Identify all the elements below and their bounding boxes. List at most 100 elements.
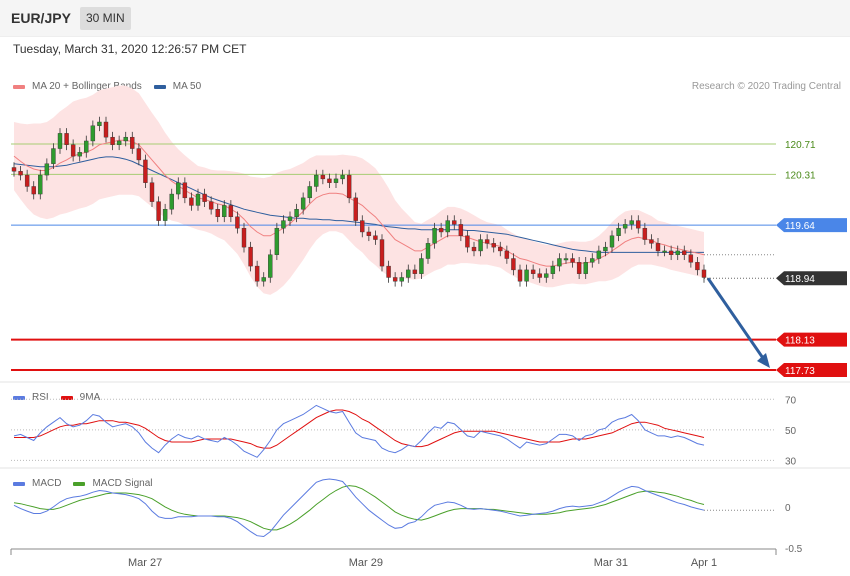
forecast-arrow-head <box>757 353 770 368</box>
candle-body <box>123 136 128 142</box>
macd-signal-line <box>13 485 705 531</box>
candle-body <box>432 227 437 244</box>
price-legend: MA 20 + Bollinger Bands MA 50 <box>13 81 213 92</box>
candle-body <box>136 148 142 161</box>
level-tag-118.13 <box>776 332 847 347</box>
candle-body <box>675 250 680 255</box>
level-label-119.64: 119.64 <box>785 221 815 232</box>
candle-body <box>353 197 358 221</box>
level-label-118.13: 118.13 <box>785 336 815 347</box>
candle-body <box>399 277 404 282</box>
candle-body <box>254 265 260 282</box>
chart-header: EUR/JPY 30 MIN <box>0 0 850 37</box>
candle-body <box>445 220 450 233</box>
macd-signal-swatch <box>73 481 86 486</box>
legend-macd-signal: MACD Signal <box>73 478 152 489</box>
candle-body <box>24 174 30 187</box>
candle-body <box>327 178 332 183</box>
legend-macd: MACD <box>13 478 61 489</box>
candle-body <box>202 193 207 202</box>
candle-body <box>333 178 339 183</box>
candle-body <box>149 182 155 202</box>
macd-tick--0.5: -0.5 <box>785 544 803 555</box>
candle-body <box>419 258 424 274</box>
candle-body <box>695 262 700 271</box>
candle-body <box>609 235 615 248</box>
rsi-tick-30: 30 <box>785 456 797 467</box>
candle-body <box>261 277 266 282</box>
candle-body <box>530 269 536 274</box>
candle-body <box>570 258 575 263</box>
rsi-ma-line <box>14 409 705 449</box>
ma20-swatch <box>13 84 25 89</box>
macd-legend: MACD MACD Signal <box>13 478 164 489</box>
level-tag-117.73 <box>776 363 847 377</box>
candle-body <box>576 262 582 274</box>
candle-body <box>425 243 431 259</box>
candle-body <box>281 220 286 229</box>
candle-body <box>268 254 273 278</box>
candle-body <box>392 277 398 282</box>
candle-body <box>484 239 490 244</box>
candle-body <box>491 243 496 248</box>
candle-body <box>84 140 89 153</box>
candle-body <box>241 227 247 248</box>
candle-body <box>668 250 674 255</box>
candle-body <box>208 201 214 210</box>
candle-body <box>688 254 694 263</box>
candle-body <box>629 220 634 225</box>
candle-body <box>31 186 36 195</box>
macd-tick-0: 0 <box>785 503 791 514</box>
candle-body <box>478 239 483 252</box>
candle-body <box>182 182 188 199</box>
x-tick-label: Mar 27 <box>128 557 162 569</box>
candle-body <box>557 258 562 267</box>
candle-body <box>655 243 661 252</box>
level-label-120.71: 120.71 <box>785 140 816 151</box>
ma20-line <box>13 139 705 267</box>
candle-body <box>222 205 227 218</box>
candle-body <box>18 171 23 176</box>
candle-body <box>412 269 418 274</box>
candle-body <box>360 220 365 233</box>
candle-body <box>537 273 542 278</box>
macd-line <box>13 478 705 538</box>
legend-ma20: MA 20 + Bollinger Bands <box>13 81 142 92</box>
candle-body <box>116 140 122 145</box>
rsi-line <box>13 404 705 458</box>
legend-rsi: RSI <box>13 392 49 403</box>
candle-body <box>235 216 240 229</box>
instrument-pair: EUR/JPY <box>11 10 71 26</box>
candle-body <box>110 136 115 145</box>
rsi-swatch <box>13 395 25 400</box>
ma50-swatch <box>153 84 166 89</box>
candle-body <box>373 235 378 240</box>
candle-body <box>379 239 385 267</box>
candle-body <box>649 239 654 244</box>
rsi-legend: RSI 9MA <box>13 392 112 403</box>
candle-body <box>366 231 372 236</box>
candle-body <box>320 174 326 180</box>
candle-body <box>228 205 234 218</box>
candle-body <box>38 174 43 195</box>
x-tick-label: Apr 1 <box>691 557 717 569</box>
candle-body <box>590 258 595 263</box>
candle-body <box>701 269 707 278</box>
candle-body <box>511 258 516 271</box>
candle-body <box>11 167 17 172</box>
candle-body <box>662 250 667 253</box>
bollinger-band <box>14 85 704 295</box>
x-tick-label: Mar 31 <box>594 557 628 569</box>
candle-body <box>300 197 306 210</box>
candle-body <box>616 227 621 236</box>
candle-body <box>596 250 602 259</box>
timeframe-badge[interactable]: 30 MIN <box>80 7 131 30</box>
candle-body <box>44 163 50 176</box>
candle-body <box>458 224 464 236</box>
legend-ma20-label: MA 20 + Bollinger Bands <box>32 81 142 92</box>
candle-body <box>346 174 352 199</box>
candle-body <box>583 262 588 274</box>
legend-macd-label: MACD <box>32 478 62 489</box>
candle-body <box>563 258 569 261</box>
macd-swatch <box>13 481 25 486</box>
